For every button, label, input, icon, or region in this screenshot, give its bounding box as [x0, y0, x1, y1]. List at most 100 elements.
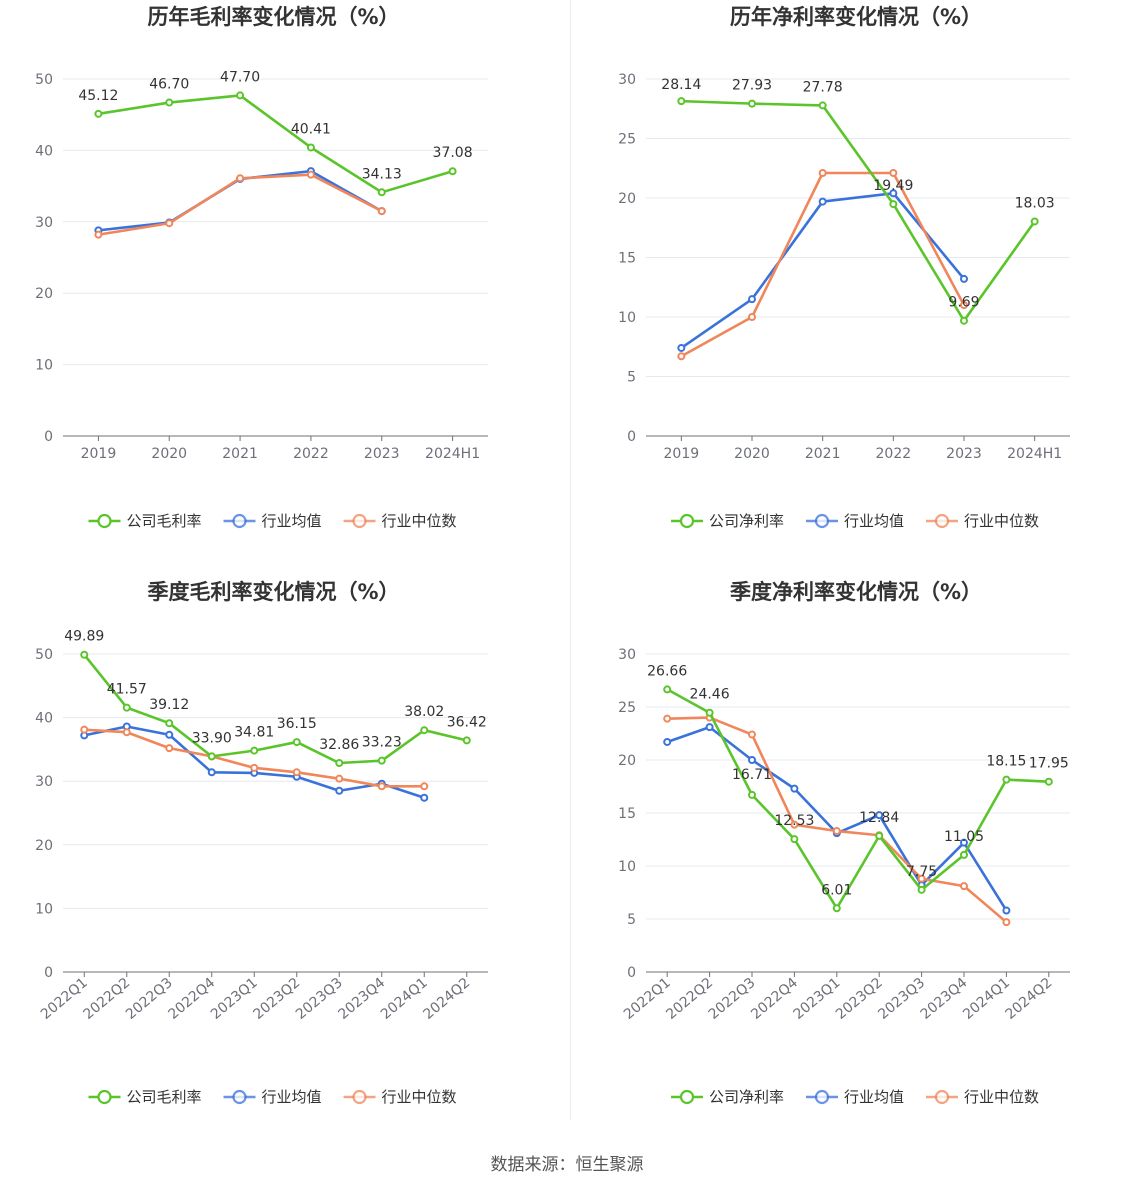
data-point-company [818, 101, 827, 110]
gridlines [63, 653, 488, 909]
x-tick-label: 2024Q1 [378, 975, 431, 1023]
data-label: 49.89 [64, 629, 104, 645]
data-point-company [917, 885, 926, 894]
chart-title: 历年净利率变化情况（%） [730, 5, 982, 29]
data-label: 32.86 [319, 737, 359, 753]
data-point-median [1002, 918, 1011, 927]
data-label: 27.78 [803, 79, 843, 95]
y-tick-label: 0 [44, 429, 53, 445]
data-point-company [677, 97, 686, 106]
data-label: 34.13 [362, 166, 402, 182]
series-median [94, 170, 386, 239]
data-point-median [663, 714, 672, 723]
data-point-median [236, 174, 245, 183]
legend-marker-icon [97, 513, 112, 529]
legend-item-avg: 行业均值 [223, 512, 322, 530]
legend-item-median: 行业中位数 [343, 1088, 457, 1106]
data-point-median [165, 219, 174, 228]
x-tick-label: 2022 [293, 446, 329, 462]
y-tick-label: 10 [35, 358, 53, 374]
data-point-company [663, 685, 672, 694]
legend-marker-icon [934, 1089, 950, 1105]
data-point-company [94, 109, 103, 118]
series-median [677, 169, 968, 361]
legend-marker-icon [934, 513, 950, 529]
data-label: 26.66 [647, 663, 687, 679]
series-line-company [98, 94, 453, 194]
y-tick-label: 20 [618, 753, 636, 769]
data-point-avg [420, 793, 429, 802]
data-point-company [832, 904, 841, 913]
x-tick-label: 2023Q4 [918, 975, 971, 1023]
data-point-median [748, 730, 756, 739]
series-line-company [666, 688, 1049, 910]
data-point-avg [960, 274, 968, 283]
quarterly-net-margin-chart: 季度净利率变化情况（%） 0 5 10 15 20 25 30 2022Q1 2022Q2 2022… [571, 575, 1134, 1135]
x-tick-label: 2020 [734, 446, 770, 462]
data-point-company [748, 99, 756, 108]
data-point-avg [748, 756, 756, 764]
legend-label: 公司净利率 [709, 512, 784, 530]
data-label: 40.41 [291, 121, 331, 137]
data-point-median [292, 768, 301, 777]
data-label: 19.49 [873, 178, 913, 194]
data-point-median [818, 169, 827, 178]
annual-net-margin-chart: 历年净利率变化情况（%） 0 5 10 15 20 25 30 2019 2020 2021 2022… [571, 0, 1134, 560]
legend-item-median: 行业中位数 [343, 512, 457, 530]
x-tick-label: 2023Q3 [875, 975, 928, 1023]
data-point-company [80, 650, 89, 659]
x-tick-label: 2021 [805, 446, 841, 462]
legend-label: 行业中位数 [964, 512, 1039, 530]
data-label: 28.14 [661, 77, 701, 93]
x-tick-label: 2023Q1 [791, 975, 844, 1023]
x-tick-label: 2023Q1 [208, 975, 261, 1023]
data-point-company [1030, 217, 1039, 226]
x-tick-label: 2022Q3 [706, 975, 759, 1023]
legend: 公司毛利率 行业均值 行业中位数 [88, 512, 457, 530]
x-tick-label: 2023Q4 [335, 975, 388, 1023]
series-line-company [83, 653, 468, 765]
y-tick-label: 10 [35, 901, 53, 917]
chart-title: 历年毛利率变化情况（%） [147, 5, 399, 29]
data-point-avg [705, 723, 714, 732]
data-point-median [917, 874, 926, 883]
data-point-avg [677, 343, 686, 352]
legend-label: 行业中位数 [964, 1088, 1039, 1106]
data-label: 33.23 [362, 735, 402, 751]
data-point-avg [207, 768, 216, 777]
data-label: 18.15 [986, 754, 1026, 770]
data-point-company [420, 726, 429, 735]
panel-divider [570, 0, 571, 1120]
x-tick-label: 2023Q2 [250, 975, 303, 1023]
legend-item-avg: 行业均值 [806, 1088, 904, 1106]
y-tick-label: 30 [35, 215, 53, 231]
y-tick-label: 10 [618, 310, 636, 326]
y-tick-label: 30 [618, 647, 636, 663]
data-point-avg [790, 784, 799, 793]
legend-item-company: 公司毛利率 [88, 512, 202, 530]
data-label: 34.81 [234, 725, 274, 741]
legend-label: 行业均值 [844, 512, 904, 530]
y-tick-label: 20 [618, 191, 636, 207]
legend-label: 行业均值 [262, 1088, 322, 1106]
data-point-avg [875, 811, 884, 820]
data-label: 46.70 [149, 77, 189, 93]
data-point-company [292, 738, 301, 747]
x-tick-label: 2022Q1 [38, 975, 91, 1023]
data-point-median [250, 763, 259, 772]
data-label: 47.70 [220, 69, 260, 85]
chart-title: 季度毛利率变化情况（%） [147, 580, 399, 604]
legend-label: 公司毛利率 [127, 1088, 202, 1106]
y-tick-label: 15 [618, 251, 636, 267]
data-point-median [94, 230, 103, 239]
data-point-company [335, 759, 344, 768]
gridlines [646, 653, 1070, 920]
chart-svg: 季度净利率变化情况（%）0510152025302022Q12022Q22022… [618, 580, 1070, 1106]
y-tick-label: 50 [35, 647, 53, 663]
data-label: 37.08 [433, 145, 473, 161]
data-point-company [122, 703, 131, 712]
x-tick-label: 2022 [876, 446, 912, 462]
data-point-company [236, 91, 245, 100]
y-tick-label: 0 [44, 965, 53, 981]
data-point-median [889, 169, 898, 178]
